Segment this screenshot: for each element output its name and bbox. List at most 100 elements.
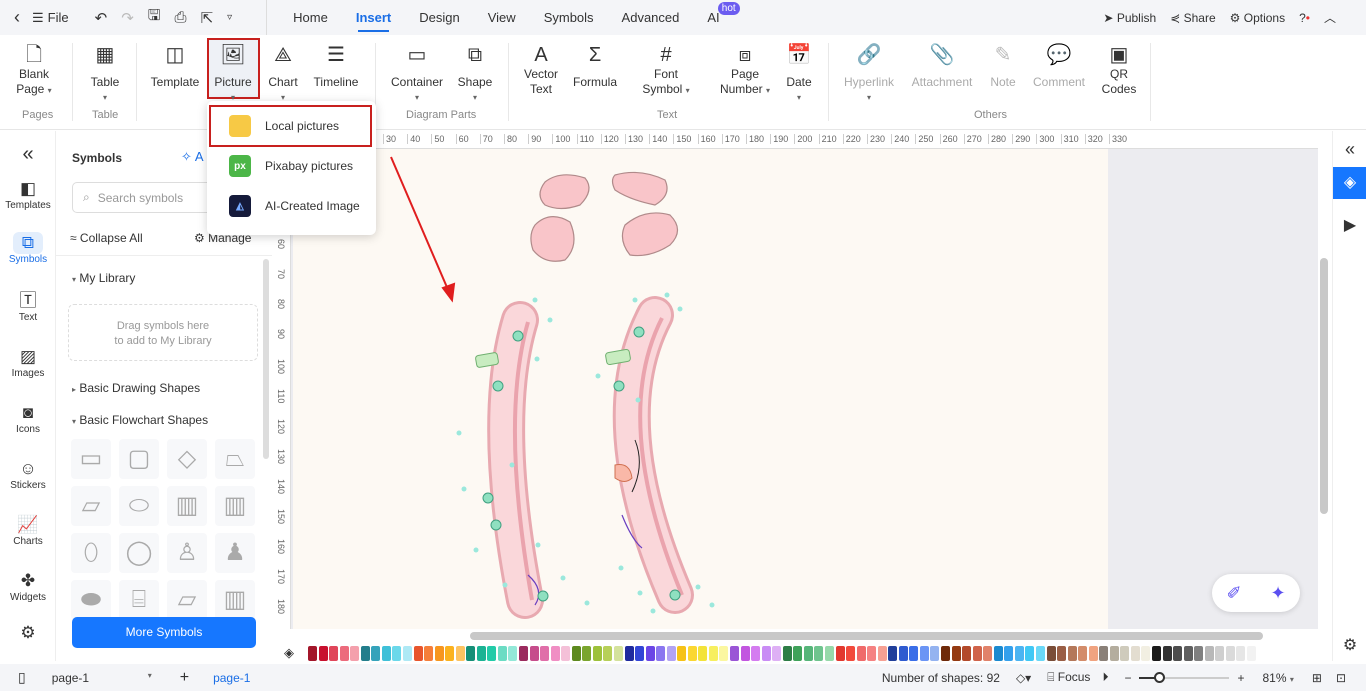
color-swatch[interactable] <box>571 646 581 661</box>
color-swatch[interactable] <box>371 646 381 661</box>
color-swatch[interactable] <box>487 646 497 661</box>
rail-icons[interactable]: ◙ Icons <box>0 402 56 435</box>
blank-page-button[interactable]: 🗋 Blank Page ▾ <box>14 43 54 98</box>
collapse-ribbon-icon[interactable]: ︿ <box>1323 11 1336 25</box>
color-swatch[interactable] <box>1099 646 1109 661</box>
export-icon[interactable]: ⇱ <box>200 9 214 27</box>
zoom-in-button[interactable]: + <box>1237 670 1245 685</box>
color-swatch[interactable] <box>413 646 423 661</box>
help-icon[interactable]: ?• <box>1299 10 1310 25</box>
basic-flowchart-shapes-header[interactable]: ▾ Basic Flowchart Shapes <box>72 413 209 427</box>
date-button[interactable]: 📅 Date ▾ <box>782 43 816 105</box>
color-swatch[interactable] <box>508 646 518 661</box>
page-list-icon[interactable]: ▯ <box>18 669 26 685</box>
flowchart-shape[interactable]: ▥ <box>215 486 255 526</box>
vertical-scrollbar[interactable] <box>1320 258 1328 514</box>
color-swatch[interactable] <box>983 646 993 661</box>
color-swatch[interactable] <box>1088 646 1098 661</box>
tab-design[interactable]: Design <box>419 10 460 25</box>
zoom-slider-handle[interactable] <box>1154 671 1166 683</box>
color-swatch[interactable] <box>867 646 877 661</box>
color-swatch[interactable] <box>793 646 803 661</box>
color-swatch[interactable] <box>529 646 539 661</box>
my-library-header[interactable]: ▾ My Library <box>72 271 136 285</box>
flowchart-shape[interactable]: ▥ <box>215 580 255 620</box>
color-swatch[interactable] <box>350 646 360 661</box>
color-swatch[interactable] <box>1120 646 1130 661</box>
shape-button[interactable]: ⧉ Shape ▾ <box>454 43 496 105</box>
tab-view[interactable]: View <box>487 10 516 25</box>
color-swatch[interactable] <box>1173 646 1183 661</box>
table-button[interactable]: ▦ Table ▾ <box>86 43 124 105</box>
color-swatch[interactable] <box>909 646 919 661</box>
rail-charts[interactable]: 📈 Charts <box>0 514 56 547</box>
color-swatch[interactable] <box>1152 646 1161 661</box>
fill-style-icon[interactable]: ◈ <box>1333 167 1366 199</box>
flowchart-shape[interactable]: ▢ <box>119 439 159 479</box>
my-library-drop-area[interactable]: Drag symbols here to add to My Library <box>68 304 258 361</box>
color-swatch[interactable] <box>582 646 592 661</box>
flowchart-shape[interactable]: ⬬ <box>71 580 111 620</box>
color-swatch[interactable] <box>1067 646 1077 661</box>
flowchart-shape[interactable]: ▭ <box>71 439 111 479</box>
color-swatch[interactable] <box>1057 646 1067 661</box>
color-swatch[interactable] <box>613 646 623 661</box>
chart-button[interactable]: ⟁ Chart ▾ <box>264 43 302 105</box>
color-swatch[interactable] <box>898 646 908 661</box>
fit-page-icon[interactable]: ⊡ <box>1335 670 1346 685</box>
horizontal-scrollbar[interactable] <box>470 632 1263 640</box>
color-swatch[interactable] <box>687 646 697 661</box>
timeline-button[interactable]: ☰ Timeline <box>310 43 362 90</box>
color-swatch[interactable] <box>666 646 676 661</box>
ai-symbols-button[interactable]: ✧ A <box>181 149 203 165</box>
undo-icon[interactable]: ↶ <box>94 9 108 27</box>
color-swatch[interactable] <box>962 646 972 661</box>
ai-brush-icon[interactable]: ✐ <box>1226 582 1242 603</box>
page-tab[interactable]: page-1 <box>213 670 251 685</box>
collapse-all-button[interactable]: ≈ Collapse All <box>70 231 143 245</box>
color-swatch[interactable] <box>803 646 813 661</box>
color-swatch[interactable] <box>656 646 666 661</box>
color-swatch[interactable] <box>1004 646 1014 661</box>
rail-text[interactable]: 🅃 Text <box>0 290 56 323</box>
basic-drawing-shapes-header[interactable]: ▸ Basic Drawing Shapes <box>72 381 201 395</box>
color-swatch[interactable] <box>624 646 634 661</box>
publish-button[interactable]: ➤ Publish <box>1103 11 1156 25</box>
color-swatch[interactable] <box>645 646 655 661</box>
color-swatch[interactable] <box>782 646 792 661</box>
color-swatch[interactable] <box>1183 646 1193 661</box>
color-swatch[interactable] <box>740 646 750 661</box>
color-swatch[interactable] <box>877 646 887 661</box>
tab-ai[interactable]: AI hot <box>693 0 740 35</box>
color-swatch[interactable] <box>1225 646 1235 661</box>
color-swatch[interactable] <box>1194 646 1204 661</box>
color-swatch[interactable] <box>1014 646 1024 661</box>
color-swatch[interactable] <box>561 646 571 661</box>
rail-symbols[interactable]: ⧉ Symbols <box>0 232 56 265</box>
color-swatch[interactable] <box>814 646 824 661</box>
expand-right-panel-icon[interactable]: « <box>1344 139 1355 159</box>
color-swatch[interactable] <box>1236 646 1246 661</box>
color-swatch[interactable] <box>1078 646 1088 661</box>
color-swatch[interactable] <box>888 646 898 661</box>
back-button[interactable]: ‹ <box>14 7 20 27</box>
picture-button[interactable]: 🖼 Picture ▾ <box>210 43 256 105</box>
color-swatch[interactable] <box>972 646 982 661</box>
flowchart-shape[interactable]: ▱ <box>167 580 207 620</box>
color-swatch[interactable] <box>1246 646 1256 661</box>
page-number-button[interactable]: ⧈ Page Number ▾ <box>712 43 778 98</box>
rail-stickers[interactable]: ☺ Stickers <box>0 458 56 491</box>
tab-advanced[interactable]: Advanced <box>621 10 680 25</box>
color-swatch[interactable] <box>708 646 718 661</box>
color-swatch[interactable] <box>497 646 507 661</box>
color-swatch[interactable] <box>592 646 602 661</box>
font-symbol-button[interactable]: # Font Symbol ▾ <box>636 43 696 98</box>
color-swatch[interactable] <box>1204 646 1214 661</box>
color-swatch[interactable] <box>550 646 560 661</box>
add-page-button[interactable]: + <box>179 668 190 686</box>
color-swatch[interactable] <box>1215 646 1225 661</box>
page-selector[interactable]: page-1 ▾ <box>51 670 152 685</box>
flowchart-shape[interactable]: ◇ <box>167 439 207 479</box>
note-button[interactable]: ✎ Note <box>986 43 1020 90</box>
tab-insert[interactable]: Insert <box>342 0 405 35</box>
